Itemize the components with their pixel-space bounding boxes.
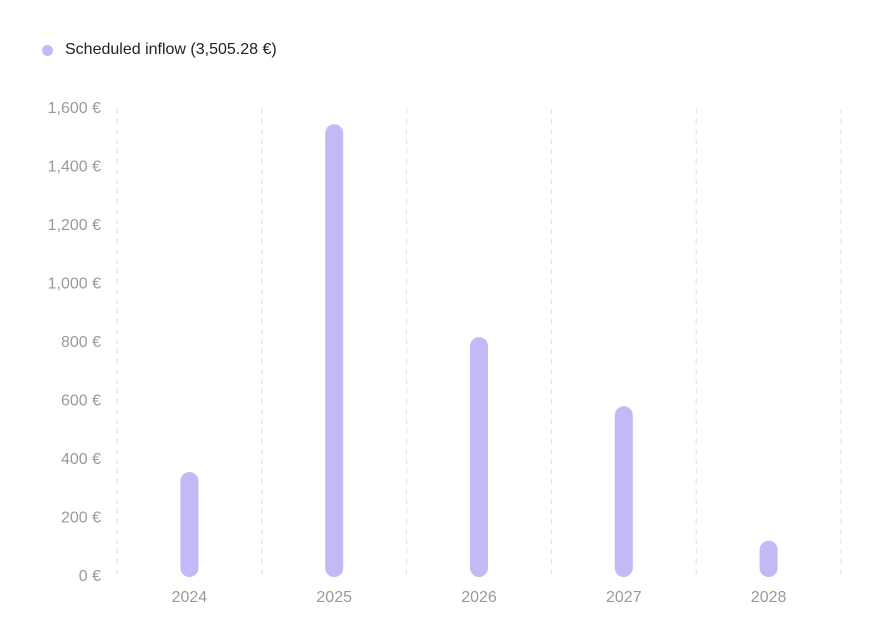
x-tick-label: 2025 — [316, 589, 352, 606]
grid-lines — [116, 109, 842, 577]
x-tick-label: 2026 — [461, 589, 497, 606]
y-tick-label: 1,000 € — [48, 276, 101, 293]
bars — [180, 124, 778, 578]
y-tick-label: 1,400 € — [48, 159, 101, 176]
y-tick-label: 800 € — [61, 334, 101, 351]
bar-2027[interactable] — [614, 406, 633, 577]
legend-label: Scheduled inflow (3,505.28 €) — [65, 41, 277, 58]
y-tick-label: 1,600 € — [48, 100, 101, 117]
x-tick-label: 2028 — [751, 589, 787, 606]
bar-2024[interactable] — [180, 471, 199, 577]
bar-2028[interactable] — [759, 540, 778, 577]
x-axis: 2024 2025 2026 2027 2028 — [172, 589, 787, 606]
x-tick-label: 2027 — [606, 589, 642, 606]
y-axis: 0 € 200 € 400 € 600 € 800 € 1,000 € 1,200 € 1,4… — [48, 100, 101, 585]
y-tick-label: 600 € — [61, 393, 101, 410]
chart-legend: Scheduled inflow (3,505.28 €) — [42, 38, 277, 62]
y-tick-label: 400 € — [61, 451, 101, 468]
legend-marker — [42, 44, 53, 56]
x-tick-label: 2024 — [172, 589, 208, 606]
bar-2025[interactable] — [325, 124, 344, 578]
y-tick-label: 200 € — [61, 510, 101, 527]
bar-2026[interactable] — [470, 337, 488, 577]
y-tick-label: 1,200 € — [48, 217, 101, 234]
y-tick-label: 0 € — [79, 568, 101, 585]
